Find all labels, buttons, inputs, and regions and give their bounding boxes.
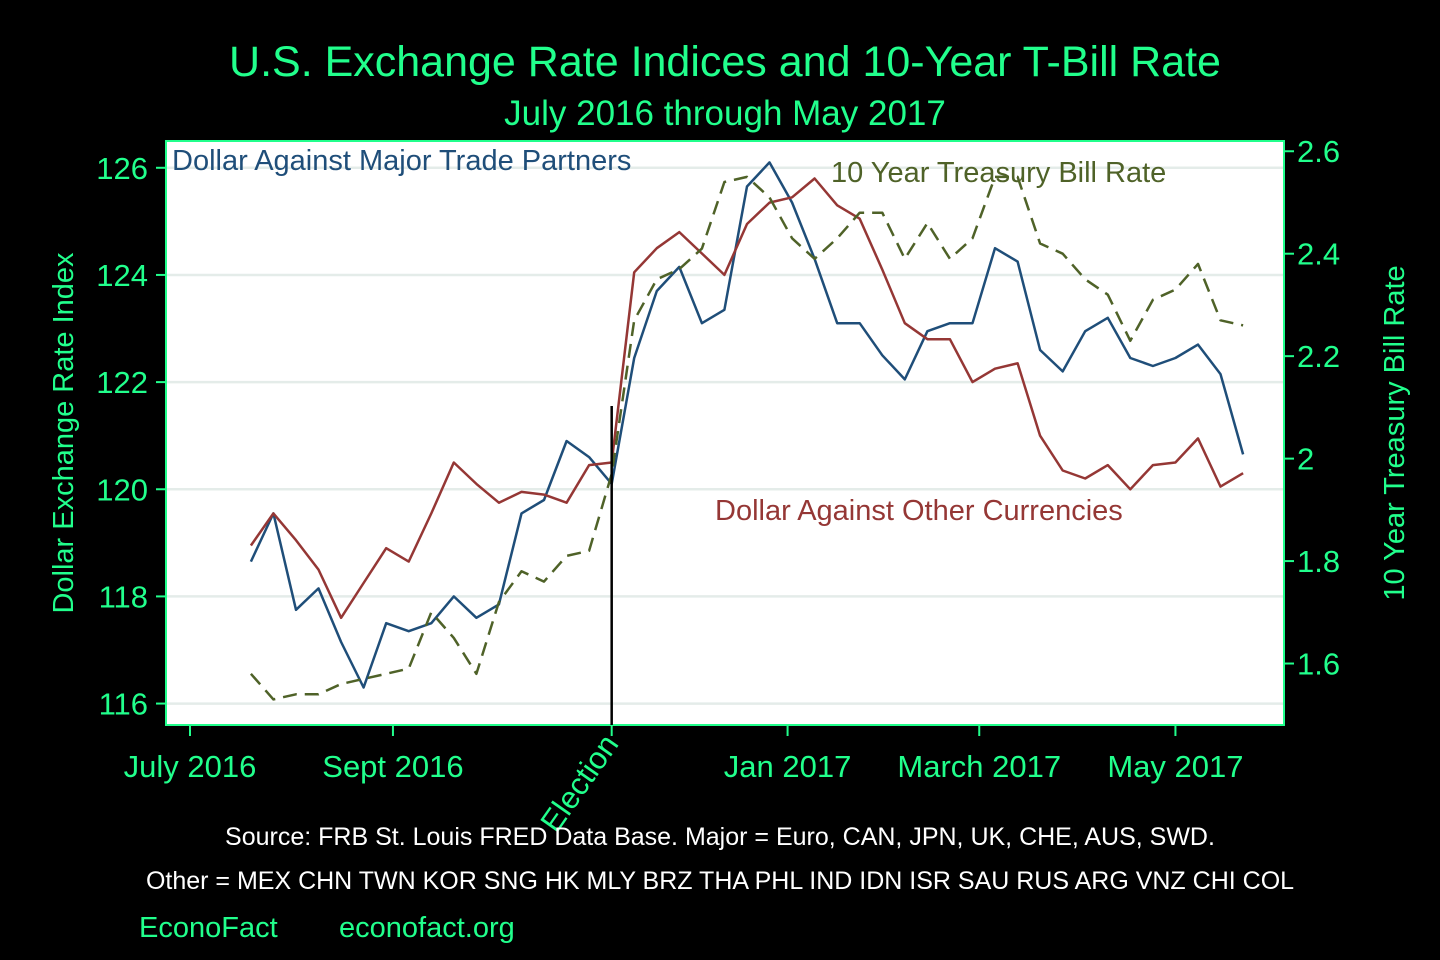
y2-tick-label: 1.6	[1297, 647, 1340, 682]
chart-title: U.S. Exchange Rate Indices and 10-Year T…	[229, 38, 1221, 86]
brand-name: EconoFact	[139, 912, 278, 944]
y-tick-label: 122	[96, 365, 148, 400]
x-tick-label: July 2016	[124, 749, 257, 784]
y-tick-label: 126	[96, 151, 148, 186]
chart-subtitle: July 2016 through May 2017	[504, 94, 946, 133]
axes: 116 118 120 122 124 126 1.6 1.8 2 2.2 2.4 2.6 July 2…	[96, 134, 1340, 784]
y-tick-label: 124	[96, 258, 148, 293]
series-line-0	[249, 161, 1245, 689]
series-lines	[249, 161, 1245, 701]
plot-area	[165, 140, 1285, 726]
other-currencies-note: Other = MEX CHN TWN KOR SNG HK MLY BRZ T…	[145, 867, 1295, 895]
brand-url: econofact.org	[339, 912, 515, 944]
source-note: Source: FRB St. Louis FRED Data Base. Ma…	[225, 823, 1215, 851]
x-tick-label: May 2017	[1107, 749, 1243, 784]
y2-tick-label: 2.2	[1297, 339, 1340, 374]
y2-tick-label: 2	[1297, 442, 1314, 477]
y2-tick-label: 2.6	[1297, 134, 1340, 169]
y-tick-label: 120	[96, 472, 148, 507]
annotation-major-trade-partners: Dollar Against Major Trade Partners	[172, 145, 631, 177]
y-axis-label-left: Dollar Exchange Rate Index	[48, 252, 80, 614]
y2-tick-label: 1.8	[1297, 544, 1340, 579]
y-tick-label: 116	[99, 687, 148, 722]
annotation-treasury-rate: 10 Year Treasury Bill Rate	[831, 157, 1166, 189]
x-tick-label: Jan 2017	[724, 749, 852, 784]
y-axis-label-right: 10 Year Treasury Bill Rate	[1379, 265, 1411, 600]
series-line-2	[249, 175, 1244, 701]
y2-tick-label: 2.4	[1297, 237, 1340, 272]
y-tick-label: 118	[99, 579, 148, 614]
x-tick-label: Sept 2016	[322, 749, 463, 784]
series-line-1	[249, 177, 1244, 620]
annotation-other-currencies: Dollar Against Other Currencies	[715, 495, 1123, 527]
x-tick-label: March 2017	[897, 749, 1061, 784]
election-label: Election	[533, 728, 625, 838]
